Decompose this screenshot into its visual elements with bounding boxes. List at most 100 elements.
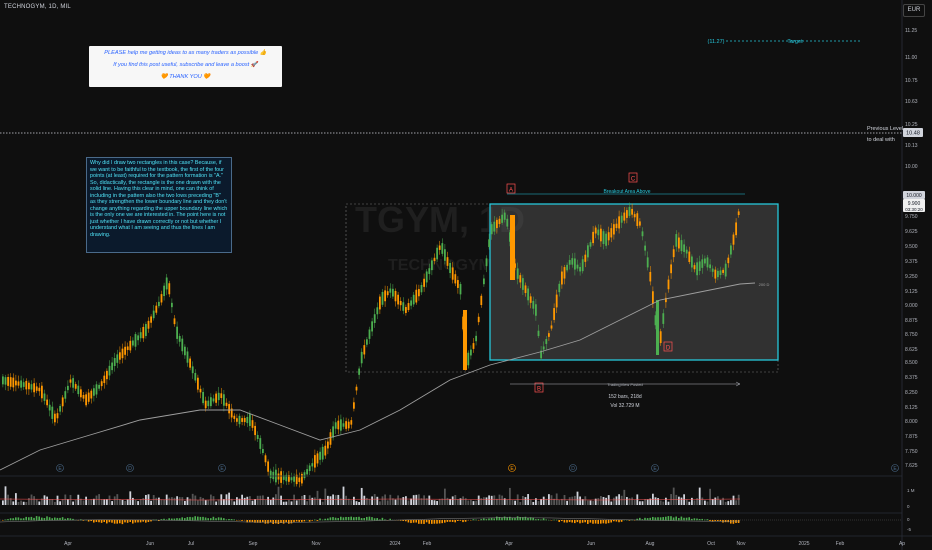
candle-body xyxy=(210,397,212,407)
volume-bar xyxy=(262,495,264,505)
candle-body xyxy=(228,404,230,414)
volume-bar xyxy=(613,497,615,505)
volume-bar xyxy=(137,501,139,505)
osc-bar xyxy=(615,520,618,522)
volume-bar xyxy=(7,494,9,505)
candle-body xyxy=(719,270,722,275)
volume-bar xyxy=(215,501,217,505)
volume-bar xyxy=(332,494,334,505)
volume-bar xyxy=(615,496,618,505)
osc-bar xyxy=(33,517,35,521)
candle-body xyxy=(134,334,137,347)
volume-bar xyxy=(732,495,735,505)
current-price-tag xyxy=(903,199,925,212)
osc-bar xyxy=(594,520,597,524)
osc-bar xyxy=(371,517,373,521)
osc-bar xyxy=(191,517,194,521)
osc-bar xyxy=(592,520,594,524)
candle-big-up-1 xyxy=(656,300,659,355)
osc-bar xyxy=(15,517,17,521)
candle-body xyxy=(311,463,314,467)
candle-body xyxy=(223,394,225,406)
volume-bar xyxy=(329,496,332,505)
volume-bar xyxy=(376,496,379,505)
osc-bar xyxy=(282,520,285,524)
osc-bar xyxy=(441,520,443,524)
currency-badge[interactable]: EUR xyxy=(903,4,925,17)
osc-bar xyxy=(735,520,737,523)
candle-body xyxy=(165,277,168,290)
volume-bar xyxy=(340,498,342,505)
osc-bar xyxy=(449,520,451,522)
volume-bar xyxy=(285,501,288,505)
volume-bar xyxy=(519,501,522,505)
osc-bar xyxy=(38,516,40,521)
osc-bar xyxy=(184,518,186,521)
price-tick-label: 9.750 xyxy=(905,214,918,220)
volume-bar xyxy=(553,498,555,505)
event-label: E xyxy=(893,466,897,472)
volume-bar xyxy=(368,499,371,505)
volume-group xyxy=(2,486,740,505)
candle-body xyxy=(54,413,56,423)
candle-body xyxy=(672,249,675,258)
osc-bar xyxy=(605,520,607,524)
volume-bar xyxy=(644,498,646,505)
volume-bar xyxy=(100,499,103,505)
volume-bar xyxy=(17,501,20,505)
volume-bar xyxy=(327,495,329,505)
candle-body xyxy=(662,313,665,324)
osc-bar xyxy=(620,520,623,522)
volume-bar xyxy=(493,495,496,505)
osc-bar xyxy=(4,519,7,521)
candle-body xyxy=(501,214,503,223)
price-tick-label: 10.63 xyxy=(905,99,918,105)
volume-bar xyxy=(555,493,558,505)
candle-body xyxy=(397,294,399,305)
osc-bar xyxy=(256,520,259,523)
volume-bar xyxy=(171,497,173,505)
osc-bar xyxy=(324,518,326,521)
volume-bar xyxy=(719,500,722,505)
osc-bar xyxy=(132,520,134,524)
candle-body xyxy=(722,269,724,273)
osc-bar xyxy=(522,517,524,521)
candle-body xyxy=(69,379,72,383)
volume-average-line xyxy=(0,498,741,501)
candle-body xyxy=(77,385,80,395)
volume-bar xyxy=(233,501,236,505)
volume-bar xyxy=(509,487,511,505)
osc-bar xyxy=(540,519,542,521)
time-axis-label: Nov xyxy=(312,541,321,547)
osc-bar xyxy=(194,516,196,521)
symbol-title[interactable]: TECHNOGYM, 1D, MIL xyxy=(4,4,71,10)
osc-bar xyxy=(207,518,209,521)
volume-bar xyxy=(709,488,711,505)
osc-bar xyxy=(600,520,602,524)
candle-body xyxy=(220,393,223,399)
volume-bar xyxy=(85,496,87,505)
osc-signal-line xyxy=(0,517,741,523)
volume-bar xyxy=(269,499,272,505)
price-tick-label: 9.000 xyxy=(905,303,918,309)
candle-body xyxy=(301,473,303,484)
candle-body xyxy=(295,474,298,485)
osc-bar xyxy=(77,520,79,521)
candle-body xyxy=(636,213,639,226)
candle-body xyxy=(256,434,259,440)
candle-body xyxy=(451,267,454,280)
volume-bar xyxy=(74,499,77,505)
osc-bar xyxy=(290,520,293,524)
volume-bar xyxy=(288,499,290,505)
osc-bar xyxy=(405,520,407,522)
volume-bar xyxy=(282,501,285,505)
candle-body xyxy=(264,455,267,463)
osc-bar xyxy=(301,520,303,522)
candle-body xyxy=(709,264,711,269)
candle-body xyxy=(410,300,412,306)
candle-body xyxy=(444,249,446,261)
volume-bar xyxy=(246,496,249,505)
volume-bar xyxy=(381,496,384,505)
